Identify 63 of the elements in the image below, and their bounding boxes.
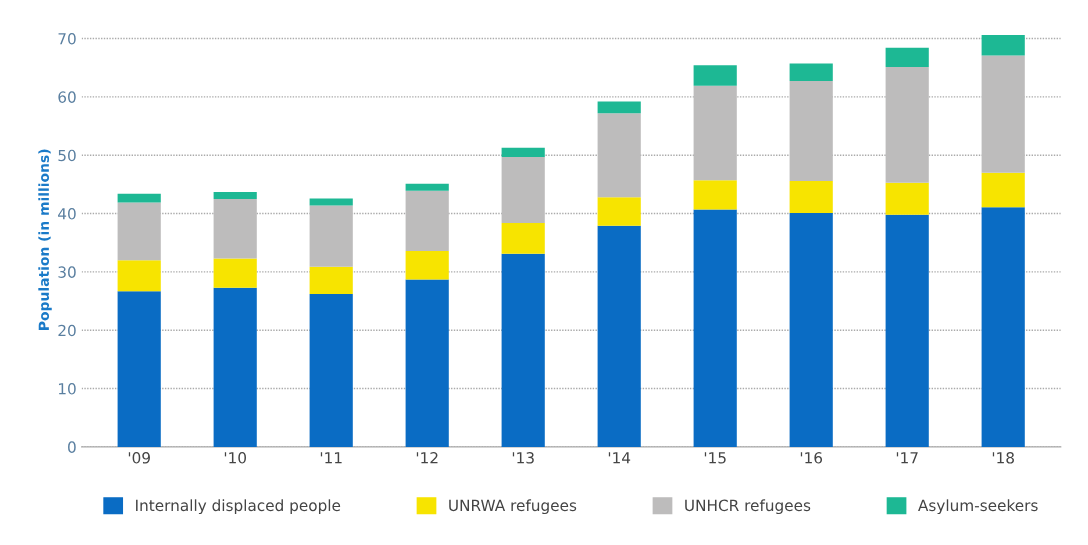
x-tick-label: '12 bbox=[416, 452, 438, 464]
x-tick-label: '09 bbox=[128, 452, 150, 464]
bar bbox=[309, 294, 353, 447]
y-axis-title: Population (in millions) bbox=[38, 149, 52, 330]
bar bbox=[885, 67, 929, 183]
bar bbox=[213, 191, 257, 199]
y-tick-label: 60 bbox=[58, 91, 76, 103]
x-tick-label: '18 bbox=[992, 452, 1014, 464]
bar bbox=[789, 81, 833, 181]
y-tick-label: 40 bbox=[58, 208, 76, 220]
bar bbox=[117, 260, 161, 292]
x-tick-label: '13 bbox=[512, 452, 534, 464]
bar bbox=[981, 207, 1025, 447]
x-tick-label: '17 bbox=[896, 452, 918, 464]
y-tick-label: 0 bbox=[68, 441, 76, 453]
bar bbox=[885, 182, 929, 215]
bar bbox=[789, 180, 833, 213]
legend-label: UNHCR refugees bbox=[685, 499, 811, 515]
y-tick-label: 50 bbox=[58, 149, 76, 162]
legend-label: Internally displaced people bbox=[136, 499, 341, 515]
bar bbox=[597, 225, 641, 447]
x-tick-label: '14 bbox=[608, 452, 631, 464]
bar bbox=[981, 55, 1025, 173]
bar bbox=[309, 198, 353, 206]
legend-label: UNRWA refugees bbox=[449, 499, 577, 515]
x-tick-label: '16 bbox=[800, 452, 823, 464]
bar bbox=[309, 266, 353, 295]
x-tick-label: '10 bbox=[224, 452, 247, 464]
y-tick-label: 30 bbox=[58, 266, 76, 278]
bar bbox=[213, 198, 257, 259]
bar bbox=[693, 85, 737, 181]
x-tick-label: '11 bbox=[320, 452, 342, 464]
bar bbox=[501, 147, 545, 157]
bar bbox=[597, 113, 641, 198]
bar bbox=[117, 202, 161, 261]
bar bbox=[213, 287, 257, 447]
bar bbox=[309, 205, 353, 267]
bar bbox=[693, 209, 737, 447]
bar bbox=[789, 212, 833, 447]
bar bbox=[501, 156, 545, 223]
bar bbox=[405, 183, 449, 191]
y-tick-label: 10 bbox=[58, 383, 76, 395]
bar bbox=[501, 222, 545, 254]
bar bbox=[885, 214, 929, 447]
x-tick-label: '15 bbox=[704, 452, 726, 464]
bar bbox=[117, 193, 161, 203]
y-tick-label: 20 bbox=[58, 324, 76, 337]
bar bbox=[789, 63, 833, 82]
bar bbox=[885, 47, 929, 68]
bar bbox=[693, 180, 737, 210]
bar bbox=[597, 101, 641, 114]
bar bbox=[405, 279, 449, 447]
bar bbox=[597, 197, 641, 226]
bar bbox=[981, 35, 1025, 56]
bar bbox=[405, 190, 449, 251]
bar bbox=[405, 250, 449, 280]
bar bbox=[501, 253, 545, 447]
bar bbox=[117, 291, 161, 447]
y-tick-label: 70 bbox=[58, 33, 76, 45]
bar bbox=[693, 65, 737, 86]
legend-label: Asylum-seekers bbox=[918, 499, 1038, 515]
bar bbox=[981, 172, 1025, 208]
bar bbox=[213, 258, 257, 288]
